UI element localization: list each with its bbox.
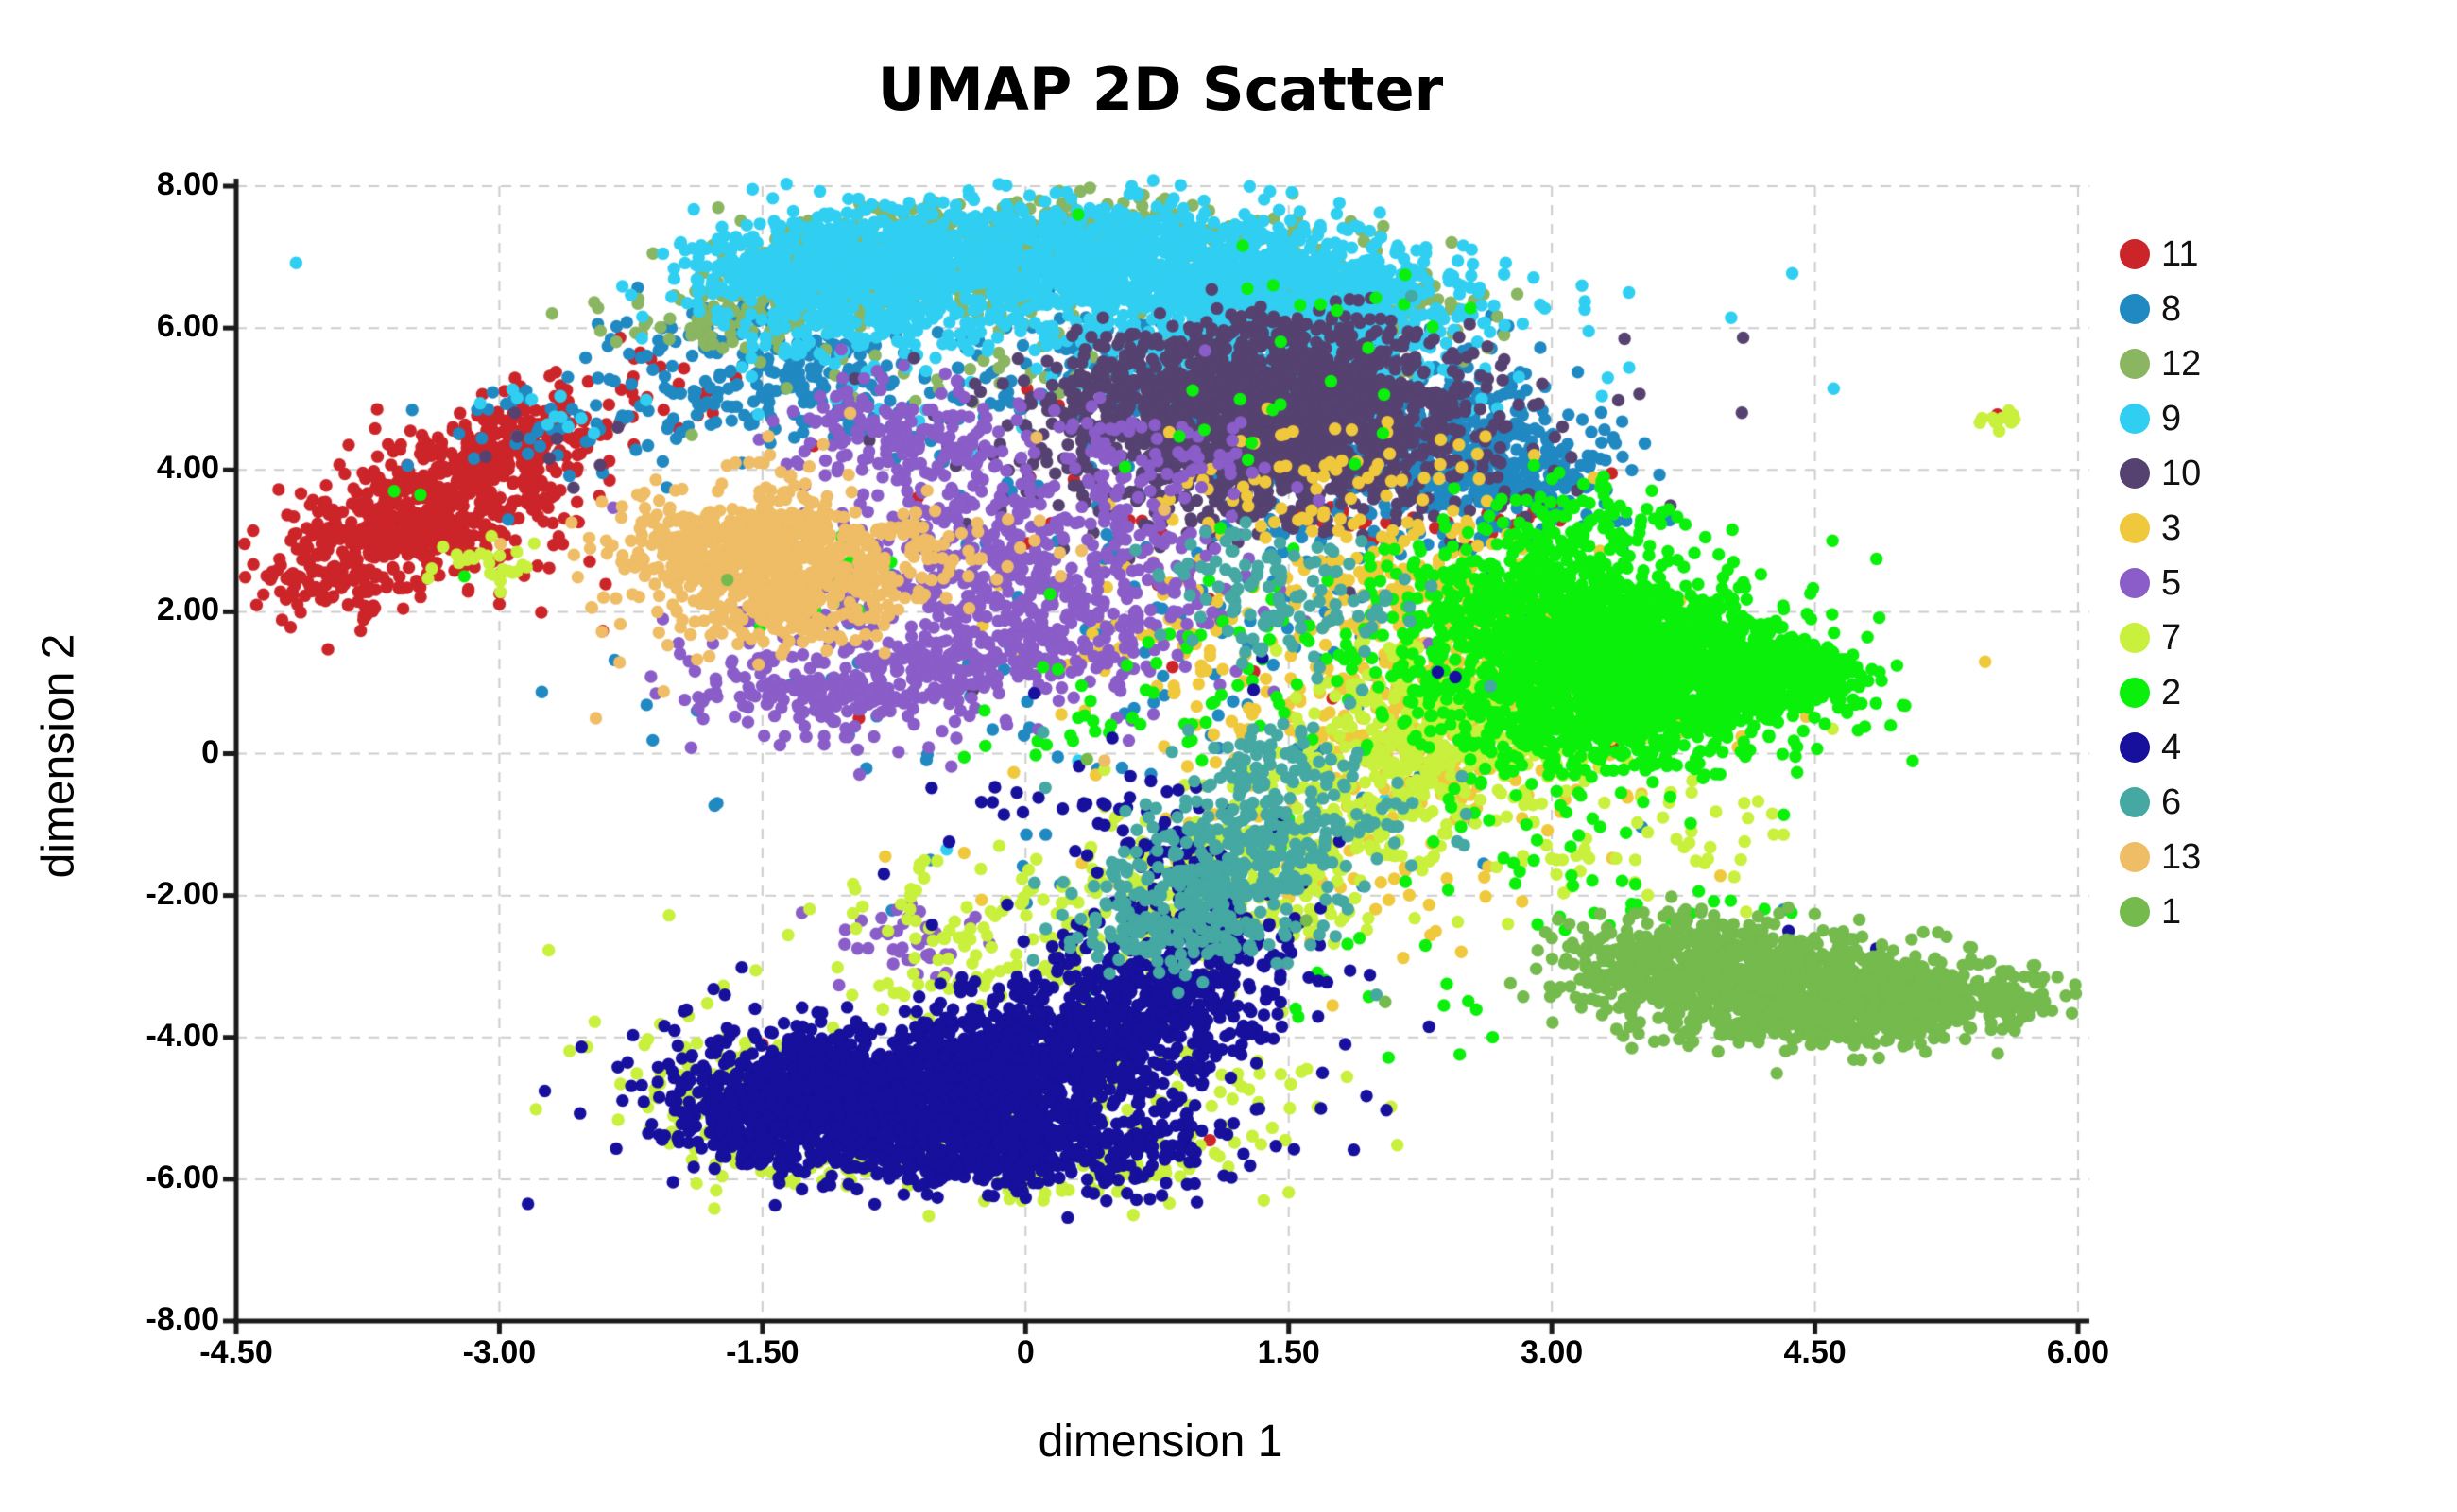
y-tick-label: 4.00: [156, 450, 219, 487]
legend-label: 5: [2161, 562, 2182, 603]
legend-item-13: 13: [2120, 830, 2201, 885]
legend-swatch-icon: [2120, 404, 2150, 434]
legend-swatch-icon: [2120, 732, 2150, 763]
legend-swatch-icon: [2120, 349, 2150, 379]
legend-swatch-icon: [2120, 842, 2150, 872]
legend-label: 8: [2161, 288, 2182, 329]
legend-label: 11: [2161, 233, 2199, 274]
legend-label: 9: [2161, 398, 2182, 438]
y-tick-label: 2.00: [156, 592, 219, 628]
x-tick-label: -4.50: [199, 1334, 273, 1370]
legend-swatch-icon: [2120, 787, 2150, 817]
legend-label: 13: [2161, 836, 2202, 877]
y-tick-label: -2.00: [146, 875, 220, 912]
legend-item-2: 2: [2120, 665, 2201, 720]
x-tick-label: 4.50: [1783, 1334, 1847, 1370]
legend-swatch-icon: [2120, 513, 2150, 543]
legend-item-6: 6: [2120, 775, 2201, 830]
legend-swatch-icon: [2120, 568, 2150, 598]
chart-title: UMAP 2D Scatter: [877, 55, 1444, 124]
legend-item-8: 8: [2120, 282, 2201, 336]
legend-label: 7: [2161, 617, 2182, 658]
legend-item-5: 5: [2120, 556, 2201, 610]
legend-item-12: 12: [2120, 336, 2201, 391]
x-tick-label: 3.00: [1521, 1334, 1584, 1370]
legend-swatch-icon: [2120, 897, 2150, 927]
y-tick-label: -6.00: [146, 1159, 220, 1195]
legend-item-4: 4: [2120, 720, 2201, 775]
legend-swatch-icon: [2120, 623, 2150, 653]
x-tick-label: -3.00: [462, 1334, 537, 1370]
legend-label: 1: [2161, 891, 2182, 932]
x-tick-label: 1.50: [1257, 1334, 1320, 1370]
legend-item-7: 7: [2120, 610, 2201, 665]
x-tick-label: -1.50: [726, 1334, 799, 1370]
legend-item-9: 9: [2120, 391, 2201, 446]
y-tick-label: 0: [201, 733, 219, 770]
legend-swatch-icon: [2120, 678, 2150, 708]
y-tick-label: -8.00: [146, 1301, 220, 1337]
y-tick-label: -4.00: [146, 1017, 220, 1054]
legend-label: 2: [2161, 672, 2182, 713]
legend: 11 8 12 9 10 3 5 7 2 4 6 13 1: [2120, 227, 2201, 939]
legend-swatch-icon: [2120, 294, 2150, 324]
legend-item-3: 3: [2120, 501, 2201, 556]
legend-swatch-icon: [2120, 458, 2150, 489]
legend-swatch-icon: [2120, 239, 2150, 269]
legend-label: 10: [2161, 453, 2202, 493]
legend-item-1: 1: [2120, 885, 2201, 939]
legend-label: 12: [2161, 343, 2202, 384]
x-tick-label: 6.00: [2046, 1334, 2110, 1370]
legend-item-11: 11: [2120, 227, 2201, 282]
x-axis-title: dimension 1: [1038, 1417, 1283, 1467]
y-tick-label: 6.00: [156, 308, 219, 345]
y-tick-label: 8.00: [156, 166, 219, 202]
x-tick-label: 0: [1016, 1334, 1035, 1370]
legend-label: 6: [2161, 782, 2182, 822]
legend-label: 3: [2161, 507, 2182, 548]
legend-item-10: 10: [2120, 446, 2201, 501]
legend-label: 4: [2161, 727, 2182, 767]
